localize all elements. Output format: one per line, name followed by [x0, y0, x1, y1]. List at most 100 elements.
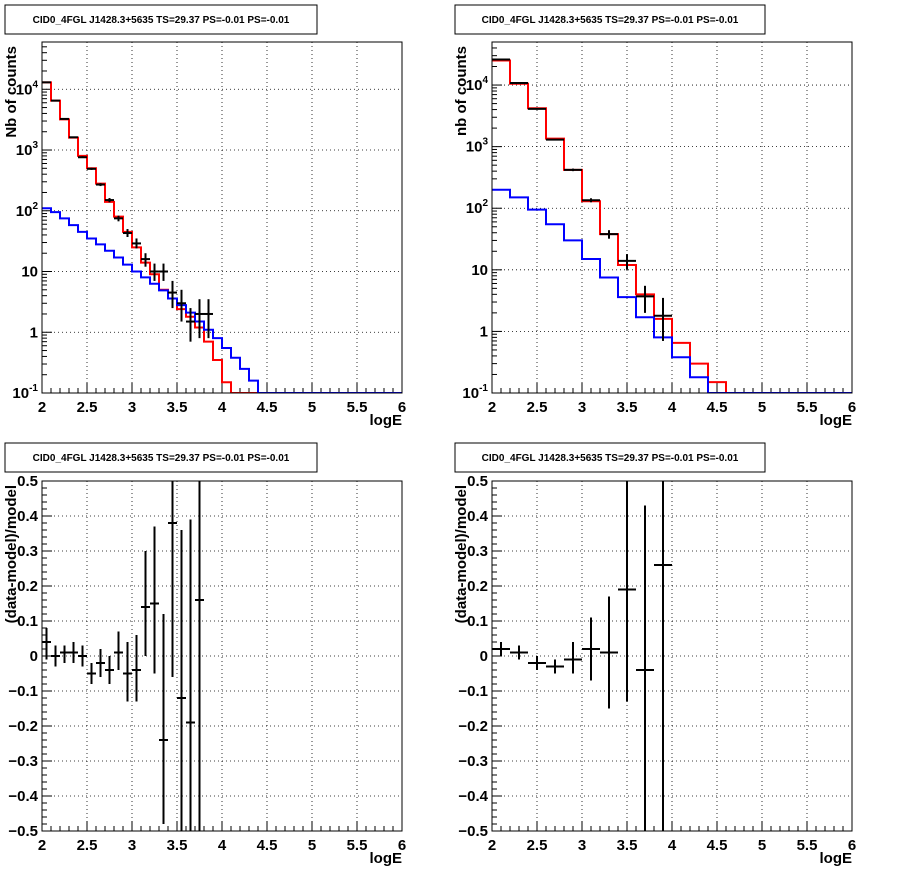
x-tick-label: 4.5: [257, 399, 278, 416]
x-axis-title: logE: [370, 850, 403, 867]
plot-area: [492, 481, 672, 831]
x-tick-label: 6: [848, 399, 856, 416]
y-tick-label: 10-1: [462, 383, 488, 402]
plot-frame: [491, 41, 853, 394]
data-point: [168, 280, 177, 309]
x-axis-title: logE: [820, 412, 853, 429]
data-point: [195, 299, 204, 339]
y-tick-label: 0: [30, 648, 38, 665]
data-point: [195, 481, 204, 831]
data-point: [114, 215, 123, 222]
y-tick-label: 0.5: [467, 473, 488, 490]
y-tick-label: 104: [16, 79, 39, 98]
data-point: [69, 136, 78, 139]
chart-title: CID0_4FGL J1428.3+5635 TS=29.37 PS=-0.01…: [33, 453, 290, 464]
data-point: [168, 481, 177, 677]
x-tick-label: 2.5: [77, 837, 98, 854]
data-point: [69, 642, 78, 663]
x-tick-label: 3.5: [167, 837, 188, 854]
chart-panel-bottom-right: 2 2.5 3 3.5 4 4.5 5 5.5 6 −0.5 −0.4 −0.3 −0.2 −0.1 0 0.…: [453, 442, 856, 867]
data-point: [51, 645, 60, 667]
y-tick-label: 0.1: [467, 613, 488, 630]
data-point: [528, 656, 546, 670]
data-point: [141, 253, 150, 267]
x-tick-label: 3.5: [617, 837, 638, 854]
plot-area: [42, 81, 402, 393]
data-point: [141, 551, 150, 656]
x-axis-title: logE: [820, 850, 853, 867]
chart-panel-bottom-left: 2 2.5 3 3.5 4 4.5 5 5.5 6 −0.5 −0.4 −0.3 −0.2 −0.1 0 0.…: [3, 442, 406, 867]
chart-title-box: [4, 442, 318, 473]
x-tick-label: 3: [128, 399, 136, 416]
data-point: [510, 81, 528, 84]
x-tick-label: 6: [848, 837, 856, 854]
x-tick-label: 4.5: [707, 837, 728, 854]
data-point: [105, 198, 114, 203]
x-tick-label: 3.5: [167, 399, 188, 416]
y-tick-label: −0.1: [458, 683, 488, 700]
data-point: [186, 308, 195, 342]
y-axis-title: nb of counts: [453, 46, 470, 136]
data-point: [105, 656, 114, 684]
x-tick-label: 6: [398, 399, 406, 416]
y-tick-label: 102: [466, 198, 489, 217]
y-tick-label: 0.3: [467, 543, 488, 560]
x-tick-label: 5: [308, 399, 316, 416]
y-tick-label: 10-1: [12, 383, 38, 402]
data-point: [42, 628, 51, 660]
x-tick-label: 2: [38, 399, 46, 416]
data-point: [186, 519, 195, 831]
y-tick-label: 0: [480, 648, 488, 665]
data-point: [510, 645, 528, 660]
y-tick-label: 103: [466, 137, 489, 156]
plot-frame: [41, 41, 403, 394]
y-tick-label: 104: [466, 75, 489, 94]
plot-frame: [491, 480, 853, 832]
y-tick-label: 0.2: [467, 578, 488, 595]
x-tick-label: 5.5: [797, 399, 818, 416]
data-point: [564, 642, 582, 674]
y-tick-label: 0.4: [467, 508, 489, 525]
data-point: [96, 183, 105, 187]
y-axis-title: (data-model)/model: [453, 485, 470, 623]
x-tick-label: 4: [668, 399, 677, 416]
x-tick-label: 5: [758, 399, 766, 416]
y-tick-label: −0.5: [458, 823, 488, 840]
data-point: [600, 596, 618, 709]
data-point: [96, 649, 105, 677]
data-point: [654, 297, 672, 341]
x-tick-label: 6: [398, 837, 406, 854]
x-tick-label: 5: [308, 837, 316, 854]
data-point: [132, 635, 141, 702]
y-tick-label: −0.5: [8, 823, 38, 840]
y-tick-label: 0.4: [17, 508, 39, 525]
x-tick-label: 4.5: [707, 399, 728, 416]
data-point: [654, 481, 672, 831]
data-point: [114, 631, 123, 670]
y-tick-label: 1: [480, 323, 488, 340]
y-tick-label: −0.4: [458, 788, 488, 805]
y-axis-title: Nb of counts: [3, 46, 20, 138]
chart-title: CID0_4FGL J1428.3+5635 TS=29.37 PS=-0.01…: [33, 15, 290, 26]
x-tick-label: 2: [488, 399, 496, 416]
data-point: [618, 481, 636, 702]
y-tick-label: 102: [16, 201, 39, 220]
data-point: [528, 107, 546, 110]
data-point: [60, 117, 69, 120]
data-point: [159, 263, 168, 281]
x-tick-label: 5.5: [347, 837, 368, 854]
x-tick-label: 5.5: [347, 399, 368, 416]
chart-panel-top-right: 2 2.5 3 3.5 4 4.5 5 5.5 6 10-1 1 10 102 103 104 logE nb …: [453, 4, 856, 429]
chart-panel-top-left: 2 2.5 3 3.5 4 4.5 5 5.5 6 10-1 1 10 102 103 104 logE Nb …: [3, 4, 406, 429]
chart-title: CID0_4FGL J1428.3+5635 TS=29.37 PS=-0.01…: [482, 15, 739, 26]
source-model-histogram: [42, 207, 402, 393]
chart-title: CID0_4FGL J1428.3+5635 TS=29.37 PS=-0.01…: [482, 453, 739, 464]
y-tick-label: −0.3: [8, 753, 38, 770]
data-point: [60, 645, 69, 663]
x-tick-label: 5: [758, 837, 766, 854]
y-tick-label: 10: [21, 264, 38, 281]
y-tick-label: 1: [30, 324, 38, 341]
plot-area: [42, 481, 204, 831]
y-tick-label: 0.1: [17, 613, 38, 630]
